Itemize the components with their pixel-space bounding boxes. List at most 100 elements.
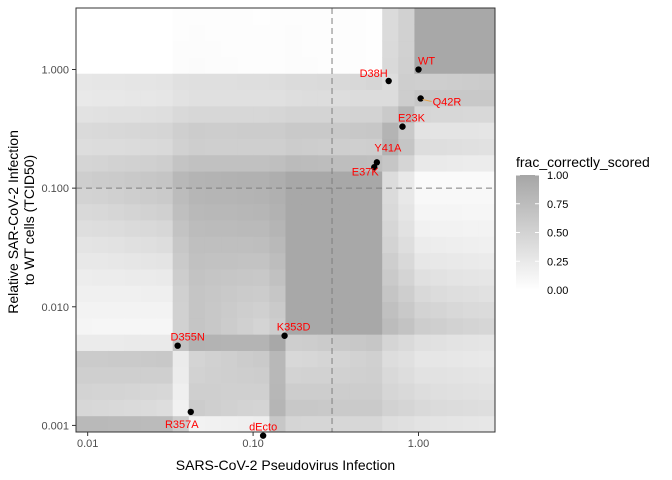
score-tile (285, 89, 303, 107)
score-tile (366, 399, 383, 417)
score-tile (253, 138, 270, 156)
score-tile (462, 56, 480, 74)
score-tile (221, 89, 238, 107)
score-tile (140, 40, 158, 58)
score-tile (317, 350, 335, 368)
score-tile (237, 154, 254, 172)
score-tile (317, 138, 335, 156)
score-tile (478, 366, 495, 384)
point-label: E37K (352, 166, 380, 178)
score-tile (398, 220, 415, 237)
score-tile (76, 40, 93, 58)
score-tile (333, 171, 351, 188)
score-tile (366, 122, 383, 139)
score-tile (172, 415, 190, 432)
score-tile (366, 415, 383, 432)
score-tile (414, 154, 432, 172)
score-tile (269, 334, 286, 351)
score-tile (124, 187, 141, 205)
score-tile (366, 171, 383, 188)
score-tile (76, 317, 93, 335)
score-tile (156, 220, 174, 237)
score-tile (253, 89, 270, 107)
score-tile (478, 252, 495, 270)
score-tile (462, 154, 480, 172)
score-tile (237, 24, 254, 42)
score-tile (478, 89, 495, 107)
score-tile (237, 366, 254, 384)
score-tile (366, 236, 383, 254)
score-tile (301, 415, 319, 432)
score-tile (204, 383, 222, 400)
score-tile (221, 105, 238, 123)
score-tile (366, 252, 383, 270)
score-tile (221, 317, 238, 335)
score-tile (204, 415, 222, 432)
score-tile (108, 8, 125, 25)
score-tile (156, 301, 174, 319)
point-label: D355N (171, 332, 205, 344)
legend-tick-label: 0.00 (547, 285, 568, 297)
score-tile (366, 56, 383, 74)
score-tile (333, 203, 351, 221)
score-tile (221, 301, 238, 319)
score-tile (140, 171, 158, 188)
score-tile (301, 301, 319, 319)
score-tile (430, 399, 448, 417)
score-tile (253, 8, 270, 25)
score-tile (317, 220, 335, 237)
score-tile (301, 252, 319, 270)
score-tile (188, 236, 206, 254)
score-tile (156, 89, 174, 107)
score-tile (446, 40, 464, 58)
score-tile (124, 24, 141, 42)
score-tile (92, 415, 109, 432)
score-tile (140, 317, 158, 335)
score-tile (478, 187, 495, 205)
score-tile (462, 350, 480, 368)
legend-tick-label: 0.75 (547, 199, 568, 211)
legend-tick-label: 1.00 (547, 170, 568, 182)
score-tile (414, 366, 432, 384)
score-tile (301, 40, 319, 58)
legend-title: frac_correctly_scored (516, 154, 650, 170)
score-tile (382, 301, 399, 319)
score-tile (204, 73, 222, 91)
score-tile (366, 383, 383, 400)
score-tile (124, 171, 141, 188)
score-tile (317, 203, 335, 221)
score-tile (269, 366, 286, 384)
data-point (371, 164, 378, 171)
score-tile (221, 399, 238, 417)
score-tile (446, 366, 464, 384)
score-tile (108, 138, 125, 156)
score-tile (253, 350, 270, 368)
score-tile (349, 56, 367, 74)
score-tile (92, 203, 109, 221)
score-tile (269, 399, 286, 417)
score-tile (108, 73, 125, 91)
score-tile (188, 105, 206, 123)
score-tile (462, 105, 480, 123)
score-tile (172, 203, 190, 221)
score-tile (253, 122, 270, 139)
score-tile (462, 220, 480, 237)
score-tile (108, 301, 125, 319)
score-tile (253, 203, 270, 221)
score-tile (446, 89, 464, 107)
score-tile (156, 268, 174, 286)
legend-tick-label: 0.25 (547, 256, 568, 268)
score-tile (446, 350, 464, 368)
score-tile (462, 8, 480, 25)
score-tile (269, 236, 286, 254)
score-tile (188, 268, 206, 286)
score-tile (188, 383, 206, 400)
score-tile (92, 317, 109, 335)
score-tile (92, 236, 109, 254)
score-tile (140, 236, 158, 254)
score-tile (92, 122, 109, 139)
score-tile (398, 317, 415, 335)
score-tile (124, 317, 141, 335)
score-tile (172, 154, 190, 172)
score-tile (446, 187, 464, 205)
